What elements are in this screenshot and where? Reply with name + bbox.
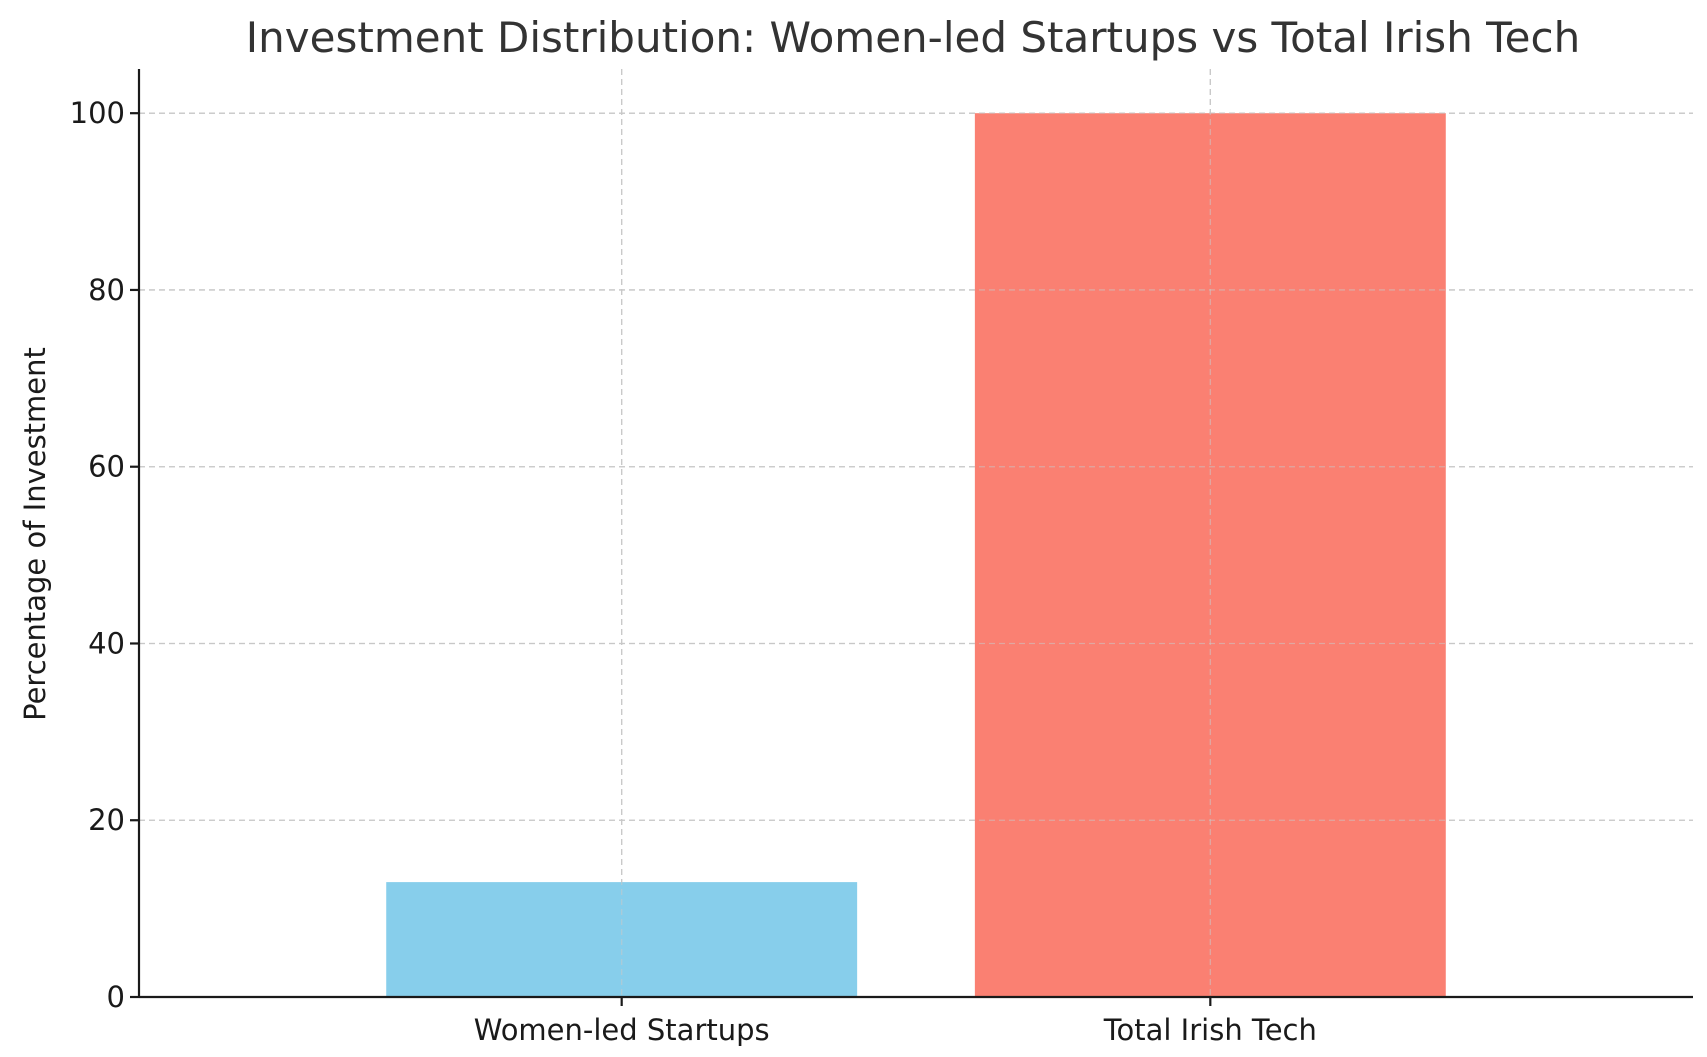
x-tick-label: Women-led Startups xyxy=(474,1013,770,1047)
y-tick-label: 20 xyxy=(88,803,125,837)
x-ticks: Women-led Startups Total Irish Tech xyxy=(474,997,1317,1047)
y-tick-label: 100 xyxy=(70,96,125,130)
y-ticks: 0 20 40 60 80 100 xyxy=(70,96,139,1014)
y-tick-label: 0 xyxy=(107,980,125,1014)
axes xyxy=(137,69,1693,999)
chart-title: Investment Distribution: Women-led Start… xyxy=(246,13,1580,62)
y-tick-label: 80 xyxy=(88,273,125,307)
y-axis-label: Percentage of Investment xyxy=(18,347,52,721)
y-tick-label: 60 xyxy=(88,450,125,484)
y-tick-label: 40 xyxy=(88,626,125,660)
x-tick-label: Total Irish Tech xyxy=(1103,1013,1317,1047)
overlay-gridlines xyxy=(139,69,1693,997)
bars xyxy=(386,113,1446,997)
